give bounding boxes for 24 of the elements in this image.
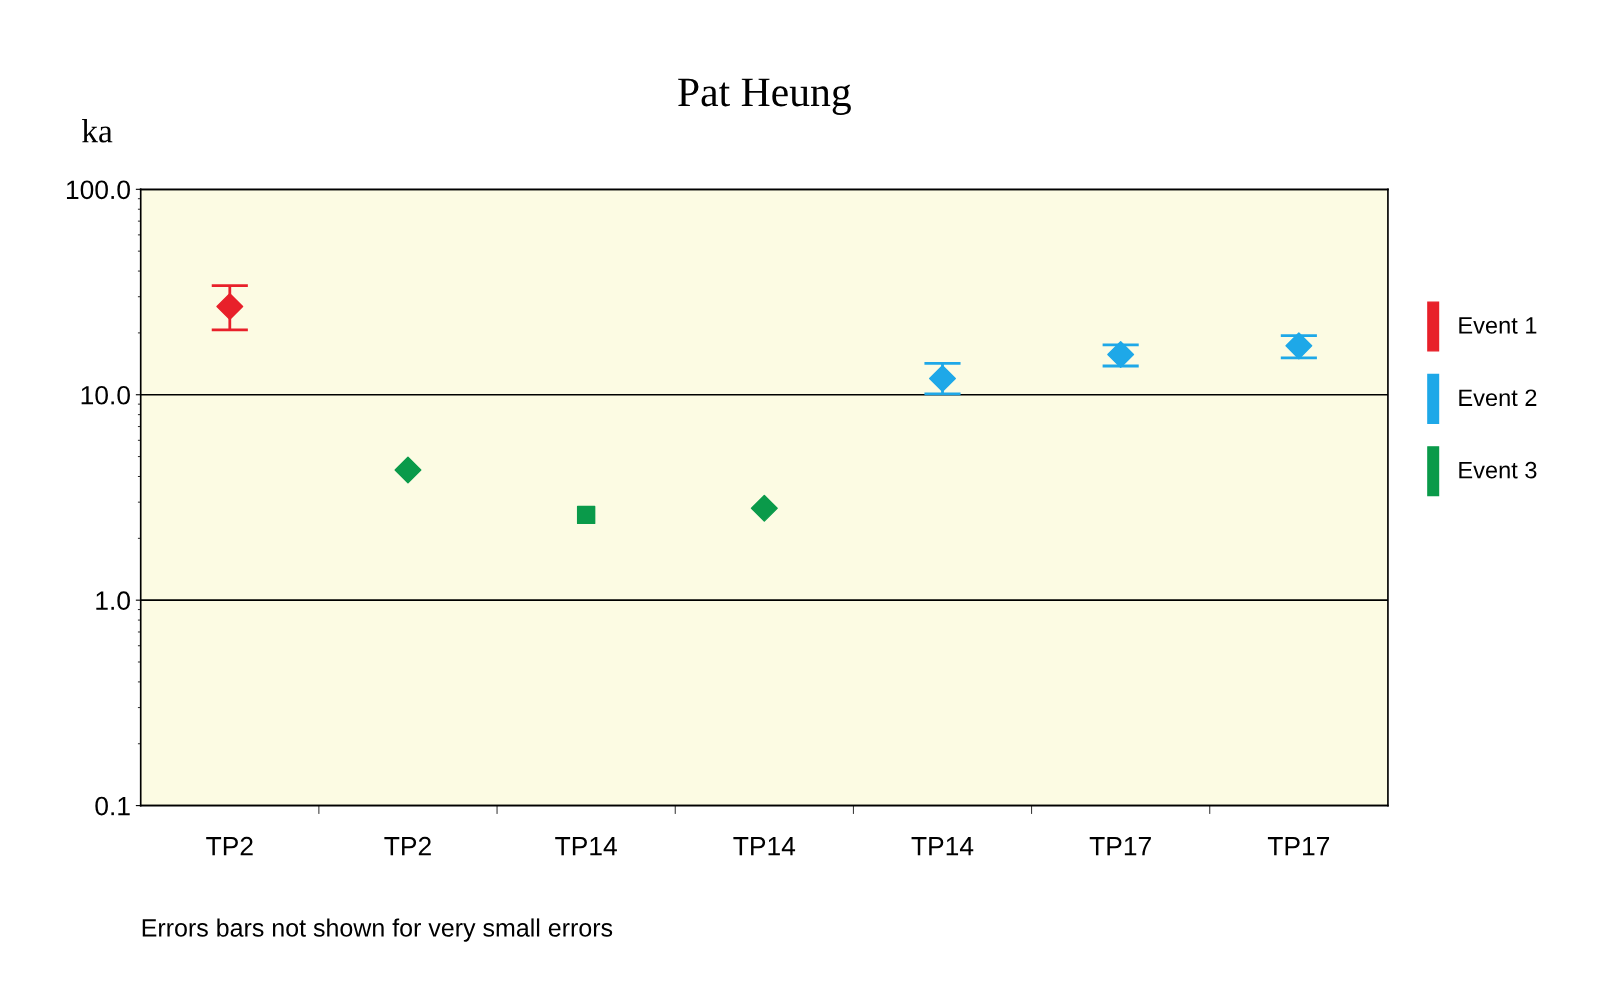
x-tick-label: TP14: [555, 837, 617, 856]
y-tick-label: 100.0: [66, 180, 130, 200]
x-tick-label: TP2: [384, 836, 431, 856]
legend-label: Event 2: [1459, 389, 1537, 407]
y-axis-title: ka: [81, 119, 113, 143]
point: [216, 292, 244, 320]
point: [576, 505, 596, 525]
x-tick-label: TP14: [733, 837, 796, 856]
x-tick-label: TP2: [206, 836, 253, 856]
point: [1285, 332, 1313, 360]
y-tick-label: 1.0: [96, 591, 130, 610]
chart-title: Pat Heung: [678, 78, 851, 115]
x-tick-label: TP14: [911, 837, 974, 856]
text: Errors bars not shown for very small errors: [142, 918, 613, 942]
y-tick-label: 10.0: [81, 385, 130, 405]
y-tick-label: 0.1: [95, 796, 130, 816]
point: [750, 494, 778, 522]
x-tick-label: TP17: [1267, 837, 1330, 856]
legend-label: Event 1: [1459, 317, 1537, 334]
point: [394, 456, 422, 484]
legend-label: Event 3: [1459, 461, 1537, 479]
x-tick-label: TP17: [1089, 837, 1151, 856]
point: [1107, 341, 1135, 369]
point: [928, 364, 956, 392]
